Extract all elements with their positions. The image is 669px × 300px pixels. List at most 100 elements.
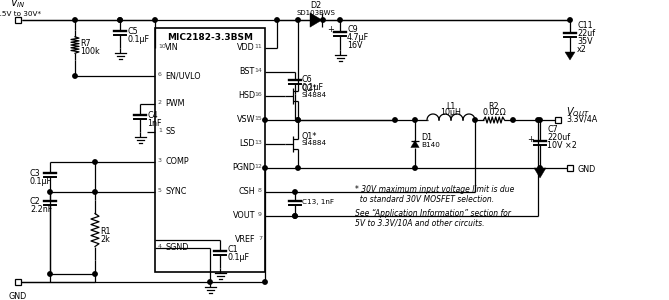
Text: 3: 3 — [158, 158, 162, 164]
Text: C9: C9 — [347, 26, 358, 34]
Text: BST: BST — [240, 68, 255, 76]
Text: 7: 7 — [258, 236, 262, 242]
Text: x2: x2 — [577, 44, 587, 53]
Text: C5: C5 — [127, 28, 138, 37]
Text: 6: 6 — [158, 73, 162, 77]
Text: SYNC: SYNC — [165, 188, 187, 196]
Circle shape — [118, 18, 122, 22]
Circle shape — [47, 272, 52, 276]
Text: 22uf: 22uf — [577, 28, 595, 38]
Circle shape — [538, 166, 542, 170]
Text: C7: C7 — [547, 125, 558, 134]
Text: VDD: VDD — [237, 44, 255, 52]
Text: MIC2182-3.3BSM: MIC2182-3.3BSM — [167, 33, 253, 42]
Text: * 30V maximum input voltage limit is due: * 30V maximum input voltage limit is due — [355, 185, 514, 194]
Text: See “Application Information” section for: See “Application Information” section fo… — [355, 209, 511, 218]
Text: GND: GND — [9, 292, 27, 300]
Text: 5: 5 — [158, 188, 162, 194]
Text: 0.1μF: 0.1μF — [302, 83, 324, 92]
Circle shape — [263, 280, 267, 284]
Text: 10: 10 — [158, 44, 166, 50]
Circle shape — [393, 118, 397, 122]
Circle shape — [338, 18, 343, 22]
Text: +: + — [328, 26, 334, 34]
Circle shape — [93, 160, 97, 164]
Text: 12: 12 — [254, 164, 262, 169]
Text: EN/UVLO: EN/UVLO — [165, 71, 201, 80]
Text: $V_{OUT}$: $V_{OUT}$ — [566, 105, 589, 119]
Text: 35V: 35V — [577, 37, 593, 46]
Text: 0.02Ω: 0.02Ω — [482, 108, 506, 117]
Text: CSH: CSH — [238, 188, 255, 196]
Circle shape — [293, 190, 297, 194]
Text: C3: C3 — [30, 169, 41, 178]
Text: Q2*: Q2* — [301, 83, 316, 92]
Text: SGND: SGND — [165, 244, 189, 253]
Circle shape — [296, 18, 300, 22]
Text: L1: L1 — [446, 102, 456, 111]
Bar — [15, 279, 21, 285]
Text: SS: SS — [165, 128, 175, 136]
Circle shape — [473, 118, 477, 122]
Text: 13: 13 — [254, 140, 262, 146]
Text: C1: C1 — [227, 245, 237, 254]
Text: VOUT: VOUT — [233, 212, 255, 220]
Text: 16V: 16V — [347, 41, 363, 50]
Text: 5V to 3.3V/10A and other circuits.: 5V to 3.3V/10A and other circuits. — [355, 219, 484, 228]
Circle shape — [296, 118, 300, 122]
Circle shape — [93, 190, 97, 194]
Circle shape — [511, 118, 515, 122]
Bar — [155, 28, 265, 272]
Circle shape — [568, 18, 572, 22]
Text: D2: D2 — [310, 1, 322, 10]
Bar — [567, 165, 573, 171]
Bar — [15, 17, 21, 23]
Text: 2k: 2k — [100, 235, 110, 244]
Text: 9: 9 — [258, 212, 262, 217]
Circle shape — [296, 166, 300, 170]
Text: 0.1μF: 0.1μF — [127, 35, 149, 44]
Text: LSD: LSD — [240, 140, 255, 148]
Text: 15: 15 — [254, 116, 262, 122]
Text: 10V ×2: 10V ×2 — [547, 142, 577, 151]
Text: 4: 4 — [158, 244, 162, 250]
Text: 16: 16 — [254, 92, 262, 98]
Polygon shape — [565, 52, 575, 60]
Circle shape — [538, 118, 542, 122]
Text: 3.3V/4A: 3.3V/4A — [566, 115, 597, 124]
Circle shape — [275, 18, 279, 22]
Text: GND: GND — [578, 166, 596, 175]
Circle shape — [73, 74, 77, 78]
Text: 100k: 100k — [80, 46, 100, 56]
Circle shape — [296, 118, 300, 122]
Polygon shape — [310, 13, 322, 27]
Bar — [555, 117, 561, 123]
Circle shape — [93, 272, 97, 276]
Circle shape — [536, 118, 540, 122]
Text: R1: R1 — [100, 226, 110, 236]
Text: 10μH: 10μH — [441, 108, 462, 117]
Text: VIN: VIN — [165, 44, 179, 52]
Text: 2: 2 — [158, 100, 162, 106]
Text: 1nF: 1nF — [147, 119, 161, 128]
Text: Q1*: Q1* — [301, 131, 316, 140]
Circle shape — [263, 166, 267, 170]
Circle shape — [208, 280, 212, 284]
Text: D1: D1 — [421, 134, 432, 142]
Text: 220uf: 220uf — [547, 134, 570, 142]
Text: C6: C6 — [302, 76, 312, 85]
Circle shape — [73, 18, 77, 22]
Text: 0.1μF: 0.1μF — [227, 254, 249, 262]
Text: 0.1μF: 0.1μF — [30, 178, 52, 187]
Text: B140: B140 — [421, 142, 440, 148]
Text: 1: 1 — [158, 128, 162, 134]
Text: R7: R7 — [80, 38, 90, 47]
Circle shape — [263, 118, 267, 122]
Text: $V_{IN}$: $V_{IN}$ — [10, 0, 26, 10]
Text: PWM: PWM — [165, 100, 185, 109]
Text: SD103BWS: SD103BWS — [296, 10, 335, 16]
Polygon shape — [534, 168, 546, 178]
Text: +: + — [528, 134, 535, 143]
Circle shape — [153, 18, 157, 22]
Circle shape — [118, 18, 122, 22]
